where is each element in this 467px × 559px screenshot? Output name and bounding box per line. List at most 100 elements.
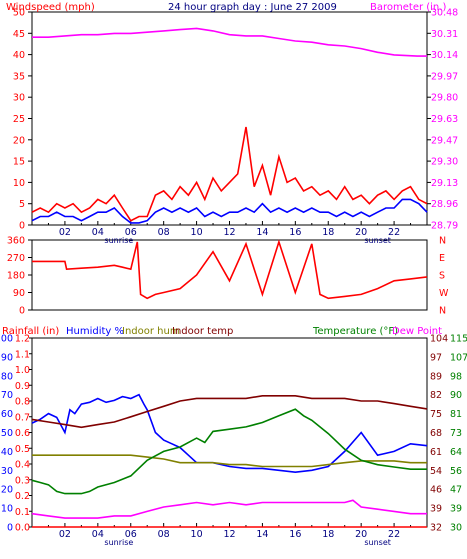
baro-ytick-label: 29.63: [431, 114, 458, 125]
humidity-ytick-label: 50: [1, 428, 13, 439]
humidity-ytick-label: 60: [1, 409, 13, 420]
temp-xtick-label: 22: [388, 529, 400, 540]
wind-ytick-label: 35: [13, 71, 25, 82]
humidity-ytick-label: 0: [7, 523, 13, 534]
wind-xtick-label: 04: [92, 227, 104, 238]
indoor-ytick-label: 61: [430, 447, 442, 458]
indoor-ytick-label: 68: [430, 428, 442, 439]
humidity-ytick-label: 80: [1, 371, 13, 382]
series-line-wind_avg: [31, 198, 428, 224]
temp-ytick-label: 39: [450, 504, 462, 515]
barometer-axis-label: Barometer (in.): [370, 2, 446, 13]
indoor-ytick-label: 32: [430, 523, 442, 534]
wind-ytick-label: 20: [13, 135, 25, 146]
temp-ytick-label: 64: [450, 447, 462, 458]
dir-compass-label: N: [439, 236, 446, 247]
baro-ytick-label: 29.97: [431, 71, 458, 82]
wind-ytick-label: 15: [13, 157, 25, 168]
indoor-ytick-label: 97: [430, 352, 442, 363]
dir-ytick-label: 270: [7, 253, 25, 264]
series-line-baro: [32, 27, 427, 57]
baro-ytick-label: 30.14: [431, 50, 458, 61]
temp-sunrise-label: sunrise: [104, 538, 133, 547]
wind-ytick-label: 50: [13, 8, 25, 19]
wind-xtick-label: 06: [125, 227, 137, 238]
temperature-axis-label: Temperature (°F): [312, 326, 398, 337]
temp-ytick-label: 90: [450, 390, 462, 401]
rain-ytick-label: 1.1: [15, 349, 30, 360]
dir-ytick-label: 0: [19, 306, 25, 317]
series-line-humidity: [31, 393, 428, 474]
series-line-dew: [31, 499, 427, 519]
wind-xtick-label: 02: [59, 227, 71, 238]
wind-panel-frame: [31, 11, 428, 226]
tick-layer: 0 5 10 15 20 25 30 35 40 45 50 28.79 28.96 29.13 29.30…: [0, 8, 467, 548]
baro-ytick-label: 29.80: [431, 93, 458, 104]
rain-ytick-label: 0.7: [15, 412, 30, 423]
humidity-ytick-label: 100: [0, 334, 13, 345]
indoor-ytick-label: 39: [430, 504, 442, 515]
baro-ytick-label: 30.31: [431, 29, 458, 40]
rainfall-axis-label: Rainfall (in): [2, 326, 59, 337]
baro-ytick-label: 29.13: [431, 178, 458, 189]
wind-sunrise-label: sunrise: [104, 236, 133, 245]
baro-ytick-label: 28.96: [431, 199, 458, 210]
indoor-ytick-label: 89: [430, 371, 442, 382]
temp-ytick-label: 47: [450, 485, 462, 496]
dew-point-axis-label: Dew Point: [392, 326, 442, 337]
wind-xtick-label: 22: [388, 227, 400, 238]
indoor-ytick-label: 82: [430, 390, 442, 401]
temp-xtick-label: 16: [289, 529, 301, 540]
humidity-ytick-label: 30: [1, 466, 13, 477]
dir-compass-label: S: [439, 271, 445, 282]
rain-ytick-label: 1.2: [15, 334, 30, 345]
rain-ytick-label: 0.0: [15, 523, 30, 534]
indoor-hum-axis-label: Indoor hum: [122, 326, 180, 337]
dir-compass-label: E: [439, 253, 445, 264]
humidity-ytick-label: 70: [1, 390, 13, 401]
rain-ytick-label: 0.9: [15, 381, 30, 392]
humidity-ytick-label: 40: [1, 447, 13, 458]
temp-ytick-label: 56: [450, 466, 462, 477]
dir-panel-frame: [31, 239, 428, 311]
temp-ytick-label: 107: [450, 352, 467, 363]
series-layer: [31, 27, 428, 528]
rain-ytick-label: 0.6: [15, 428, 30, 439]
wind-xtick-label: 16: [289, 227, 301, 238]
wind-xtick-label: 10: [191, 227, 203, 238]
temp-ytick-label: 98: [450, 371, 462, 382]
dir-ytick-label: 180: [7, 271, 25, 282]
series-line-indoor_temp: [31, 395, 428, 429]
temp-xtick-label: 10: [191, 529, 203, 540]
wind-xtick-label: 08: [158, 227, 170, 238]
temp-ytick-label: 115: [450, 334, 467, 345]
rain-ytick-label: 0.2: [15, 491, 30, 502]
baro-ytick-label: 29.30: [431, 157, 458, 168]
wind-xtick-label: 20: [355, 227, 367, 238]
wind-ytick-label: 0: [19, 221, 25, 232]
temp-xtick-label: 04: [92, 529, 104, 540]
dir-ytick-label: 90: [13, 288, 25, 299]
rain-ytick-label: 1.0: [15, 365, 30, 376]
wind-ytick-label: 10: [13, 178, 25, 189]
rain-ytick-label: 0.8: [15, 397, 30, 408]
indoor-ytick-label: 75: [430, 409, 442, 420]
temp-ytick-label: 30: [450, 523, 462, 534]
indoor-ytick-label: 54: [430, 466, 442, 477]
rain-ytick-label: 0.1: [15, 507, 30, 518]
wind-sunset-label: sunset: [364, 236, 391, 245]
temp-ytick-label: 73: [450, 428, 462, 439]
temp-xtick-label: 14: [256, 529, 268, 540]
baro-ytick-label: 28.79: [431, 221, 458, 232]
rain-ytick-label: 0.3: [15, 475, 30, 486]
temp-xtick-label: 12: [223, 529, 235, 540]
temp-xtick-label: 06: [125, 529, 137, 540]
rain-ytick-label: 0.5: [15, 444, 30, 455]
wind-ytick-label: 30: [13, 93, 25, 104]
baro-ytick-label: 29.47: [431, 135, 458, 146]
temp-xtick-label: 20: [355, 529, 367, 540]
chart-title: 24 hour graph day : June 27 2009: [168, 2, 337, 13]
series-line-temp: [31, 408, 427, 495]
baro-ytick-label: 30.48: [431, 8, 458, 19]
